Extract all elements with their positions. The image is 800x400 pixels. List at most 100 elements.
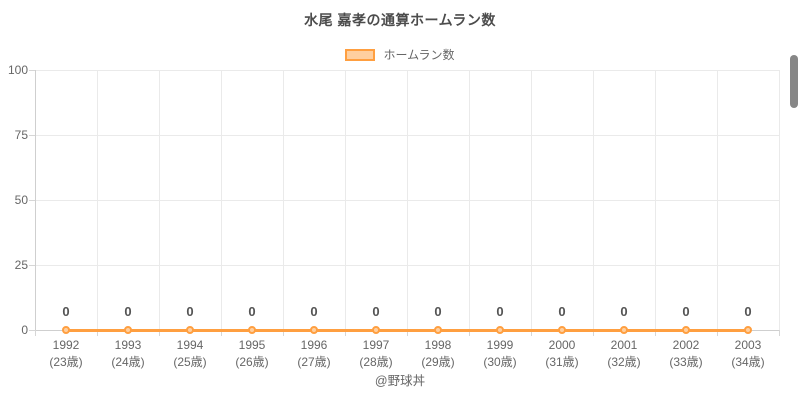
x-tick-mark: [593, 330, 594, 336]
x-tick-mark: [531, 330, 532, 336]
x-axis-label: 1997 (28歳): [345, 337, 407, 371]
x-axis-label: 1996 (27歳): [283, 337, 345, 371]
x-tick-mark: [221, 330, 222, 336]
x-label-year: 1992: [52, 338, 80, 352]
data-point-label: 0: [372, 304, 380, 319]
y-tick-mark: [29, 200, 35, 201]
y-axis-label: 75: [14, 128, 28, 142]
x-tick-mark: [159, 330, 160, 336]
data-point-marker: [682, 326, 690, 334]
chart-title: 水尾 嘉孝の通算ホームラン数: [304, 12, 496, 28]
x-gridline: [221, 70, 222, 330]
x-label-year: 1994: [176, 338, 204, 352]
x-label-year: 2000: [548, 338, 576, 352]
x-label-age: (26歳): [235, 355, 269, 369]
data-point-marker: [186, 326, 194, 334]
x-label-age: (24歳): [111, 355, 145, 369]
data-point-label: 0: [434, 304, 442, 319]
data-point-marker: [744, 326, 752, 334]
x-gridline: [407, 70, 408, 330]
data-point-label: 0: [682, 304, 690, 319]
y-axis-label: 50: [14, 193, 28, 207]
x-gridline: [97, 70, 98, 330]
x-label-year: 1998: [424, 338, 452, 352]
x-axis-label: 2002 (33歳): [655, 337, 717, 371]
data-point-marker: [434, 326, 442, 334]
y-axis-label: 100: [7, 63, 28, 77]
x-gridline: [345, 70, 346, 330]
data-point-marker: [310, 326, 318, 334]
x-label-year: 2001: [610, 338, 638, 352]
x-tick-mark: [469, 330, 470, 336]
legend-swatch-icon: [345, 48, 376, 61]
x-gridline: [531, 70, 532, 330]
data-point-label: 0: [186, 304, 194, 319]
x-gridline: [283, 70, 284, 330]
x-tick-mark: [407, 330, 408, 336]
watermark-caption: @野球丼: [374, 374, 426, 388]
x-label-year: 1995: [238, 338, 266, 352]
data-point-label: 0: [62, 304, 70, 319]
x-gridline: [655, 70, 656, 330]
data-point-label: 0: [248, 304, 256, 319]
x-axis-label: 1995 (26歳): [221, 337, 283, 371]
data-point-marker: [620, 326, 628, 334]
x-gridline: [159, 70, 160, 330]
x-axis-label: 1993 (24歳): [97, 337, 159, 371]
x-label-age: (29歳): [421, 355, 455, 369]
x-gridline: [717, 70, 718, 330]
y-tick-mark: [29, 135, 35, 136]
y-tick-mark: [29, 70, 35, 71]
x-axis-label: 2003 (34歳): [717, 337, 779, 371]
x-label-year: 1993: [114, 338, 142, 352]
data-point-label: 0: [310, 304, 318, 319]
data-point-marker: [372, 326, 380, 334]
legend: ホームラン数: [0, 46, 800, 63]
x-gridline: [469, 70, 470, 330]
x-tick-mark: [97, 330, 98, 336]
legend-label: ホームラン数: [383, 48, 455, 62]
x-label-age: (33歳): [669, 355, 703, 369]
x-tick-mark: [35, 330, 36, 336]
data-point-label: 0: [744, 304, 752, 319]
x-label-year: 2003: [734, 338, 762, 352]
data-point-marker: [496, 326, 504, 334]
x-label-age: (34歳): [731, 355, 765, 369]
x-label-age: (28歳): [359, 355, 393, 369]
y-tick-mark: [29, 265, 35, 266]
data-point-label: 0: [558, 304, 566, 319]
x-tick-mark: [283, 330, 284, 336]
y-axis-label: 25: [14, 258, 28, 272]
data-point-label: 0: [124, 304, 132, 319]
x-axis-label: 1992 (23歳): [35, 337, 97, 371]
x-axis-label: 1994 (25歳): [159, 337, 221, 371]
x-label-year: 1997: [362, 338, 390, 352]
data-point-marker: [558, 326, 566, 334]
x-gridline: [35, 70, 36, 330]
legend-item-homeruns[interactable]: ホームラン数: [345, 46, 455, 63]
x-tick-mark: [779, 330, 780, 336]
y-axis-label: 0: [21, 323, 28, 337]
data-point-marker: [248, 326, 256, 334]
x-label-age: (31歳): [545, 355, 579, 369]
x-axis-label: 2000 (31歳): [531, 337, 593, 371]
x-axis-label: 1998 (29歳): [407, 337, 469, 371]
data-point-label: 0: [496, 304, 504, 319]
scrollbar-thumb[interactable]: [790, 55, 798, 108]
x-label-year: 2002: [672, 338, 700, 352]
x-axis-label: 1999 (30歳): [469, 337, 531, 371]
data-point-label: 0: [620, 304, 628, 319]
x-label-year: 1999: [486, 338, 514, 352]
x-label-age: (27歳): [297, 355, 331, 369]
x-tick-mark: [655, 330, 656, 336]
series-line-homeruns: [64, 328, 750, 332]
x-label-age: (25歳): [173, 355, 207, 369]
data-point-marker: [62, 326, 70, 334]
x-label-age: (30歳): [483, 355, 517, 369]
y-tick-mark: [29, 330, 35, 331]
x-gridline: [593, 70, 594, 330]
x-axis-label: 2001 (32歳): [593, 337, 655, 371]
x-gridline: [779, 70, 780, 330]
x-label-age: (32歳): [607, 355, 641, 369]
x-label-age: (23歳): [49, 355, 83, 369]
